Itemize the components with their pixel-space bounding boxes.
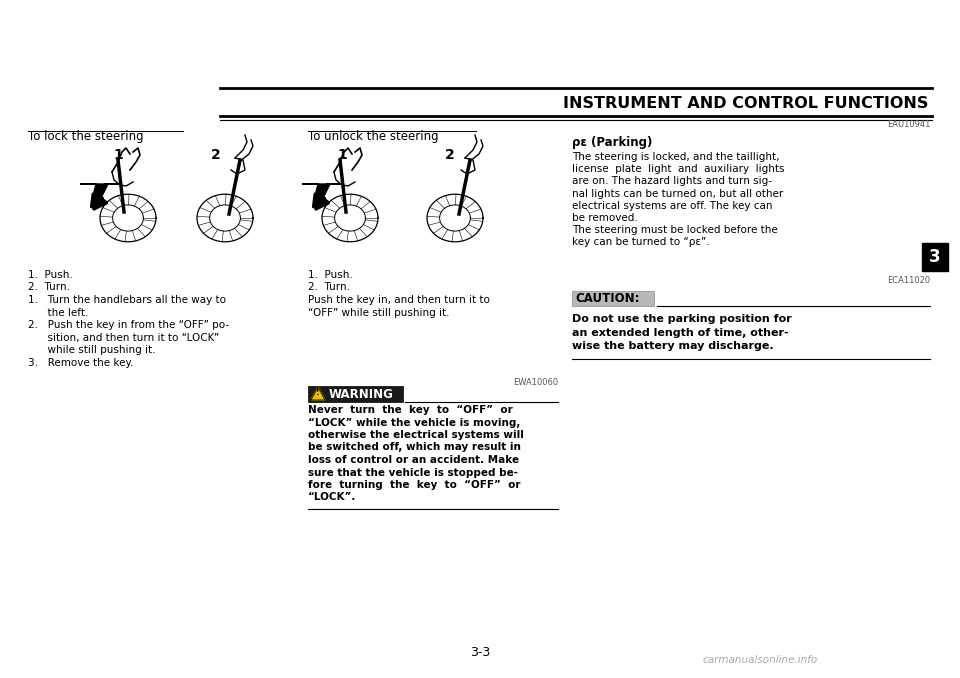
Text: 1: 1 [113, 148, 123, 162]
Text: The steering is locked, and the taillight,: The steering is locked, and the tailligh… [572, 152, 780, 162]
Text: 3: 3 [929, 248, 941, 266]
Text: “LOCK”.: “LOCK”. [308, 492, 356, 502]
Text: the left.: the left. [28, 308, 88, 317]
Polygon shape [80, 184, 120, 200]
Text: !: ! [316, 388, 320, 397]
Text: carmanualsonline.info: carmanualsonline.info [703, 655, 818, 665]
FancyBboxPatch shape [572, 291, 654, 306]
Text: ρε (Parking): ρε (Parking) [572, 136, 653, 149]
Text: Push the key in, and then turn it to: Push the key in, and then turn it to [308, 295, 490, 305]
FancyBboxPatch shape [308, 386, 403, 402]
Text: “OFF” while still pushing it.: “OFF” while still pushing it. [308, 308, 449, 317]
Text: To unlock the steering: To unlock the steering [308, 130, 439, 143]
Text: license  plate  light  and  auxiliary  lights: license plate light and auxiliary lights [572, 164, 784, 174]
Text: otherwise the electrical systems will: otherwise the electrical systems will [308, 430, 524, 440]
Text: key can be turned to “ρε”.: key can be turned to “ρε”. [572, 237, 709, 247]
Text: 2.  Turn.: 2. Turn. [308, 282, 350, 292]
Text: To lock the steering: To lock the steering [28, 130, 144, 143]
Text: sition, and then turn it to “LOCK”: sition, and then turn it to “LOCK” [28, 332, 219, 342]
Text: wise the battery may discharge.: wise the battery may discharge. [572, 341, 774, 351]
Text: fore  turning  the  key  to  “OFF”  or: fore turning the key to “OFF” or [308, 480, 520, 490]
Polygon shape [311, 387, 325, 400]
Text: 3-3: 3-3 [469, 645, 491, 658]
Text: WARNING: WARNING [329, 388, 394, 401]
Text: EWA10060: EWA10060 [513, 378, 558, 387]
Text: 1.  Push.: 1. Push. [28, 270, 73, 280]
Text: 1.  Push.: 1. Push. [308, 270, 352, 280]
Text: while still pushing it.: while still pushing it. [28, 345, 156, 355]
Text: The steering must be locked before the: The steering must be locked before the [572, 225, 778, 235]
Text: be removed.: be removed. [572, 213, 637, 223]
Polygon shape [302, 184, 342, 200]
Text: EAU10941: EAU10941 [887, 120, 930, 129]
Text: are on. The hazard lights and turn sig-: are on. The hazard lights and turn sig- [572, 176, 772, 186]
Text: 1.   Turn the handlebars all the way to: 1. Turn the handlebars all the way to [28, 295, 226, 305]
Text: an extended length of time, other-: an extended length of time, other- [572, 327, 788, 338]
Text: be switched off, which may result in: be switched off, which may result in [308, 443, 521, 452]
Text: sure that the vehicle is stopped be-: sure that the vehicle is stopped be- [308, 468, 518, 477]
Text: electrical systems are off. The key can: electrical systems are off. The key can [572, 201, 773, 211]
Text: 2: 2 [445, 148, 455, 162]
Text: Never  turn  the  key  to  “OFF”  or: Never turn the key to “OFF” or [308, 405, 513, 415]
Text: 1: 1 [337, 148, 347, 162]
Text: 3.   Remove the key.: 3. Remove the key. [28, 357, 133, 367]
Text: CAUTION:: CAUTION: [575, 292, 639, 304]
Text: “LOCK” while the vehicle is moving,: “LOCK” while the vehicle is moving, [308, 418, 520, 428]
FancyBboxPatch shape [922, 243, 948, 271]
Text: loss of control or an accident. Make: loss of control or an accident. Make [308, 455, 519, 465]
Text: 2: 2 [211, 148, 221, 162]
Text: INSTRUMENT AND CONTROL FUNCTIONS: INSTRUMENT AND CONTROL FUNCTIONS [563, 96, 928, 111]
Text: Do not use the parking position for: Do not use the parking position for [572, 314, 792, 324]
Text: nal lights can be turned on, but all other: nal lights can be turned on, but all oth… [572, 188, 783, 199]
Text: ECA11020: ECA11020 [887, 276, 930, 285]
Text: 2.   Push the key in from the “OFF” po-: 2. Push the key in from the “OFF” po- [28, 320, 229, 330]
Text: 2.  Turn.: 2. Turn. [28, 282, 70, 292]
